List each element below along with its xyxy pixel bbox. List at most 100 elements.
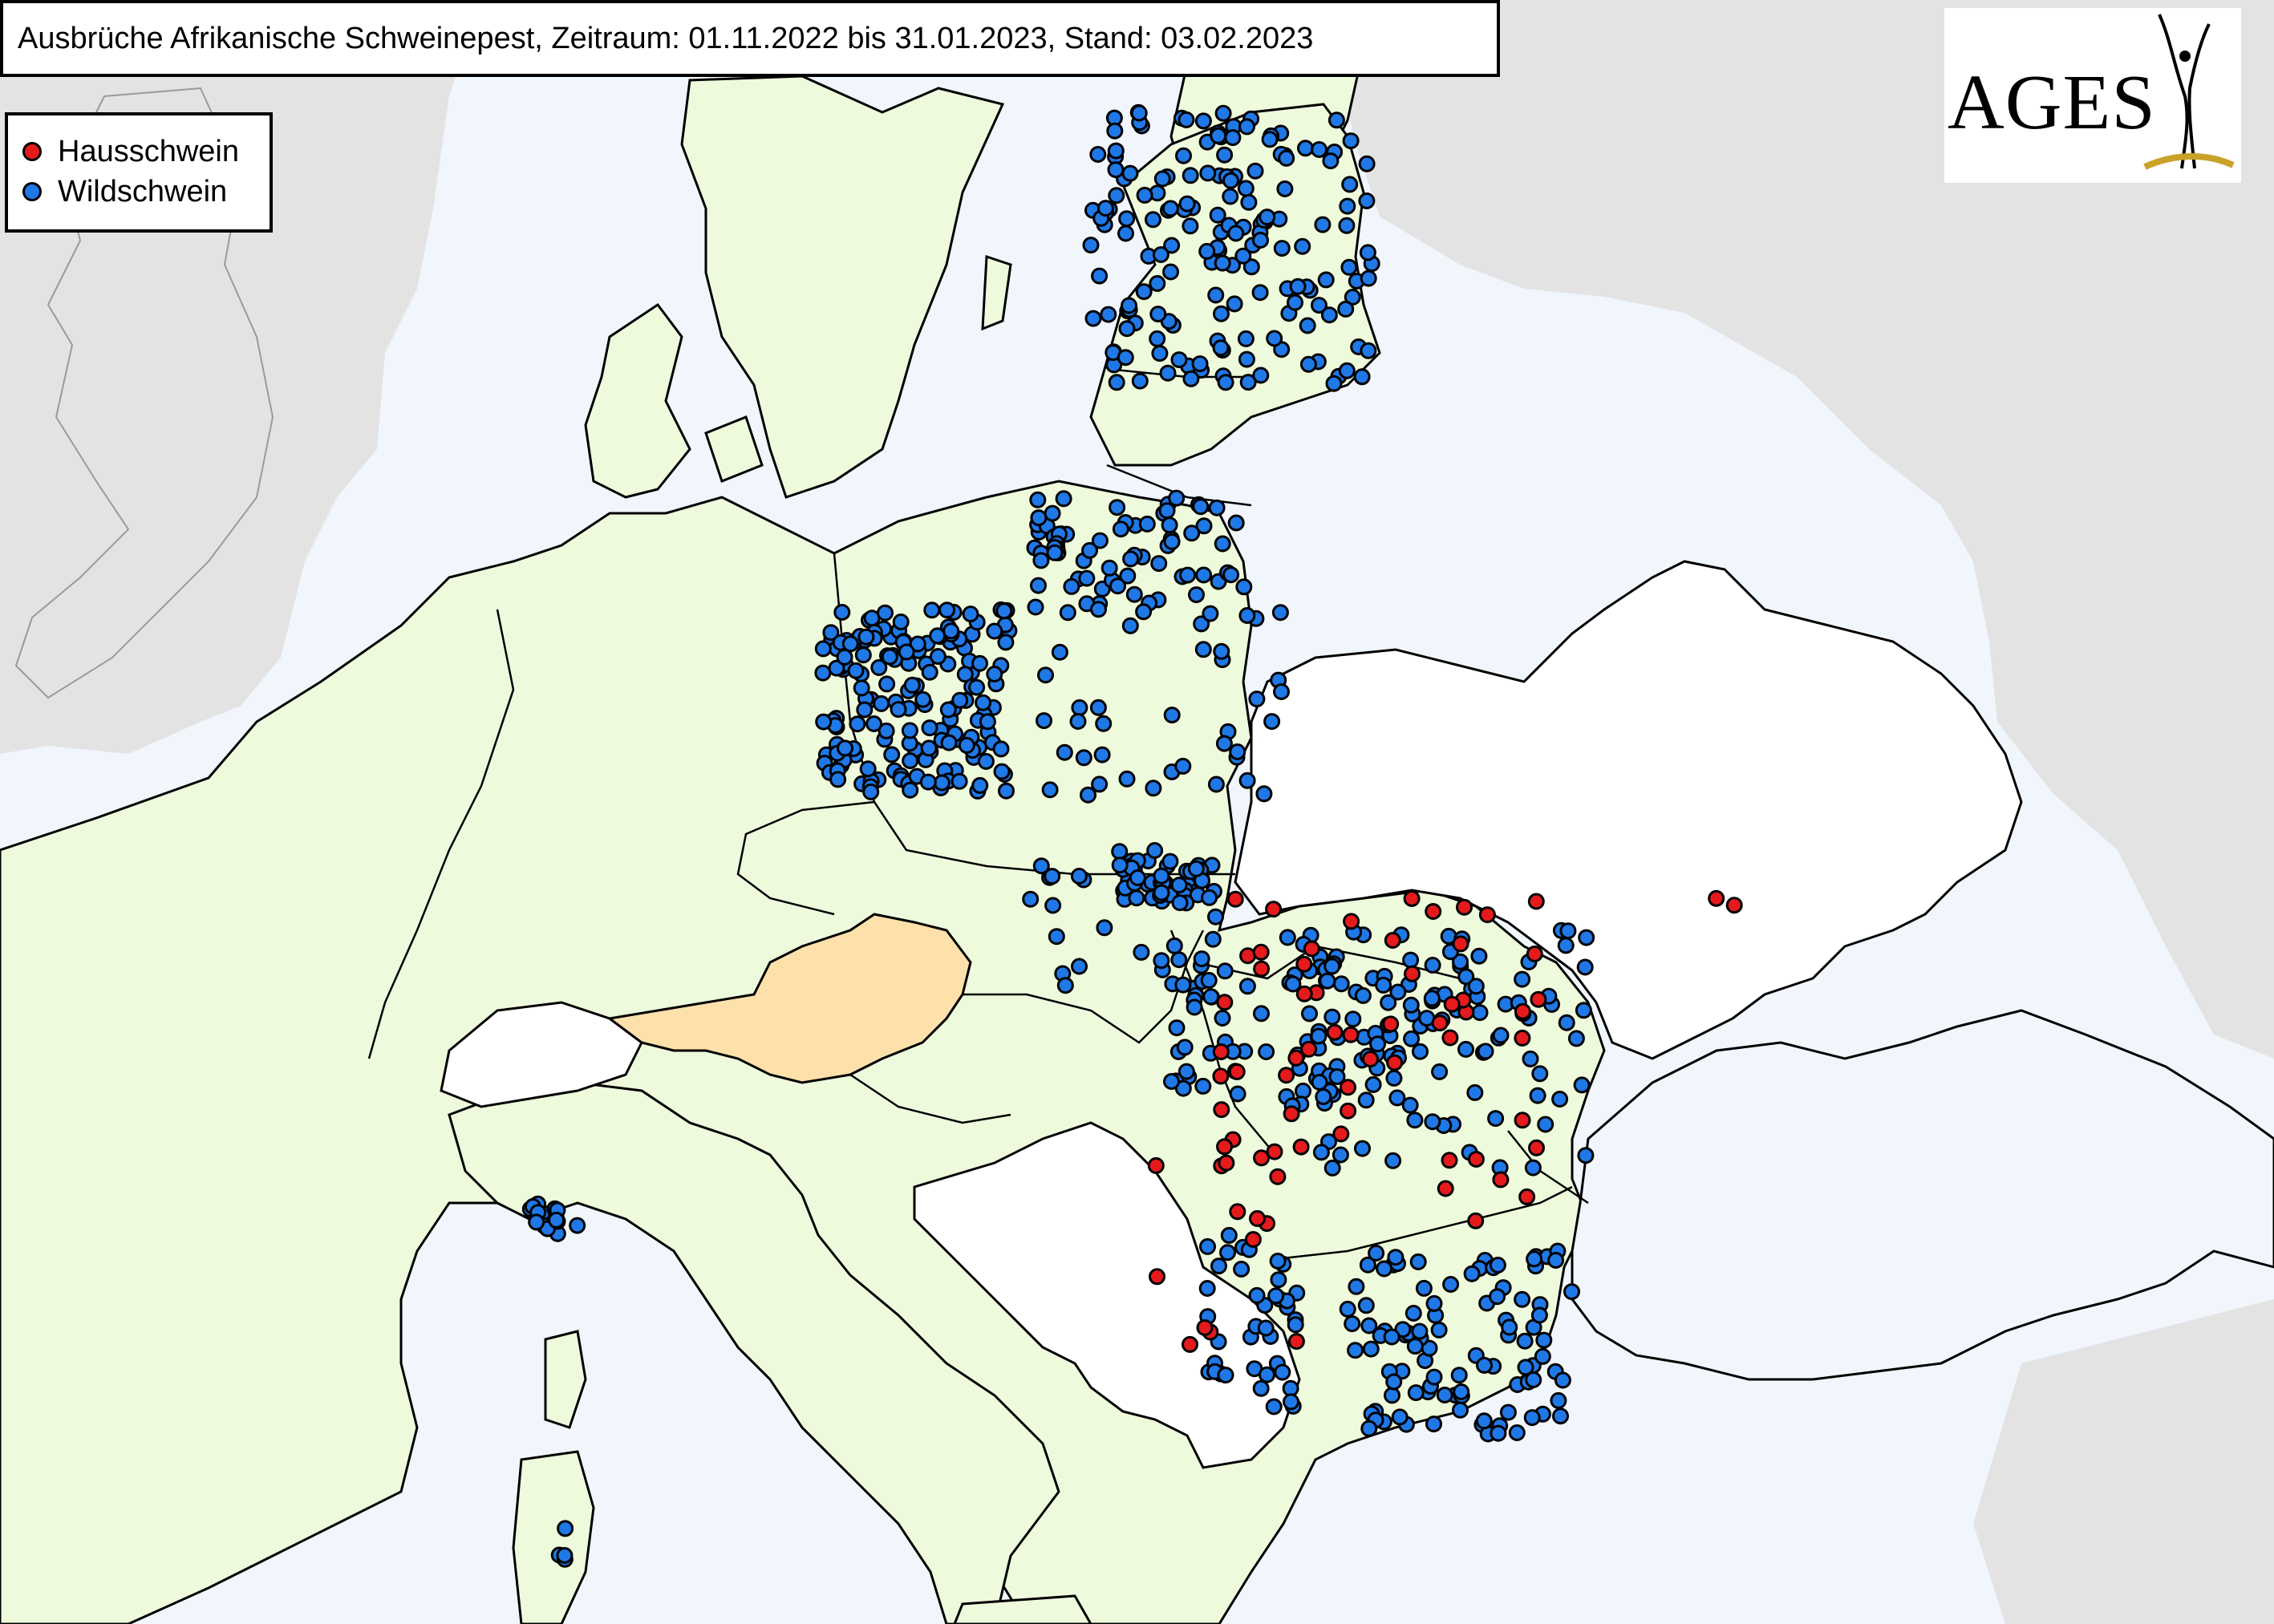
outbreak-point-wildschwein xyxy=(1193,615,1210,633)
outbreak-point-wildschwein xyxy=(1297,140,1314,157)
outbreak-point-wildschwein xyxy=(1273,240,1291,257)
outbreak-point-wildschwein xyxy=(1032,552,1050,569)
outbreak-point-wildschwein xyxy=(1364,1075,1382,1093)
outbreak-point-wildschwein xyxy=(1200,971,1218,989)
outbreak-point-wildschwein xyxy=(1261,131,1279,148)
outbreak-point-wildschwein xyxy=(977,752,995,770)
outbreak-point-wildschwein xyxy=(1048,928,1065,946)
outbreak-point-wildschwein xyxy=(1348,1278,1365,1295)
outbreak-point-wildschwein xyxy=(1163,707,1181,724)
outbreak-point-wildschwein xyxy=(1376,1260,1393,1278)
outbreak-point-wildschwein xyxy=(992,740,1010,758)
outbreak-point-wildschwein xyxy=(1406,1338,1424,1355)
outbreak-point-wildschwein xyxy=(1213,305,1230,322)
outbreak-point-wildschwein xyxy=(958,736,975,754)
outbreak-point-wildschwein xyxy=(938,601,956,619)
outbreak-point-wildschwein xyxy=(1168,1019,1186,1037)
outbreak-point-wildschwein xyxy=(1090,601,1107,618)
outbreak-point-wildschwein xyxy=(1470,947,1488,965)
outbreak-point-hausschwein xyxy=(1295,985,1313,1002)
outbreak-point-wildschwein xyxy=(1178,195,1196,213)
outbreak-point-wildschwein xyxy=(1431,1063,1449,1080)
outbreak-point-wildschwein xyxy=(1135,283,1153,301)
outbreak-point-wildschwein xyxy=(1563,1283,1580,1301)
outbreak-point-wildschwein xyxy=(1311,1074,1328,1091)
outbreak-point-wildschwein xyxy=(1357,1091,1375,1109)
outbreak-point-wildschwein xyxy=(1467,978,1485,995)
outbreak-point-wildschwein xyxy=(1030,577,1047,594)
outbreak-point-wildschwein xyxy=(1122,550,1140,568)
outbreak-point-wildschwein xyxy=(1161,516,1178,534)
outbreak-point-wildschwein xyxy=(914,691,932,708)
outbreak-point-wildschwein xyxy=(1138,515,1156,533)
outbreak-point-wildschwein xyxy=(1457,968,1475,986)
outbreak-point-wildschwein xyxy=(1325,375,1343,392)
outbreak-point-wildschwein xyxy=(1258,1043,1275,1060)
outbreak-point-wildschwein xyxy=(1041,781,1059,799)
outbreak-point-wildschwein xyxy=(1153,884,1170,901)
outbreak-point-wildschwein xyxy=(1551,1091,1569,1108)
outbreak-point-wildschwein xyxy=(1145,780,1162,797)
outbreak-point-hausschwein xyxy=(1265,901,1283,918)
outbreak-point-hausschwein xyxy=(1216,1138,1233,1156)
outbreak-point-wildschwein xyxy=(1117,225,1134,242)
outbreak-point-wildschwein xyxy=(902,752,919,770)
outbreak-point-wildschwein xyxy=(1192,498,1210,516)
outbreak-point-hausschwein xyxy=(1514,1112,1531,1129)
outbreak-point-wildschwein xyxy=(1108,187,1125,205)
outbreak-point-wildschwein xyxy=(849,715,866,733)
outbreak-point-wildschwein xyxy=(1044,504,1061,522)
outbreak-point-hausschwein xyxy=(1269,1168,1287,1185)
outbreak-point-wildschwein xyxy=(1380,994,1397,1011)
outbreak-point-wildschwein xyxy=(1452,1401,1469,1419)
outbreak-point-hausschwein xyxy=(1278,1067,1295,1084)
outbreak-point-wildschwein xyxy=(878,675,896,693)
outbreak-point-wildschwein xyxy=(1234,247,1252,265)
outbreak-point-wildschwein xyxy=(1338,362,1356,379)
outbreak-point-wildschwein xyxy=(1344,1315,1361,1333)
outbreak-point-wildschwein xyxy=(859,760,877,778)
outbreak-point-wildschwein xyxy=(1216,962,1234,980)
outbreak-point-wildschwein xyxy=(829,771,847,788)
outbreak-point-wildschwein xyxy=(1492,1027,1510,1044)
outbreak-point-wildschwein xyxy=(1238,978,1256,995)
outbreak-point-wildschwein xyxy=(557,1520,574,1537)
outbreak-point-wildschwein xyxy=(814,664,832,682)
outbreak-point-wildschwein xyxy=(1269,1253,1287,1270)
outbreak-point-wildschwein xyxy=(1238,607,1256,624)
outbreak-point-wildschwein xyxy=(814,640,832,658)
outbreak-point-wildschwein xyxy=(1537,1116,1555,1133)
outbreak-point-hausschwein xyxy=(1441,1029,1459,1047)
outbreak-point-wildschwein xyxy=(1357,1297,1375,1314)
outbreak-point-wildschwein xyxy=(1252,367,1270,384)
outbreak-point-wildschwein xyxy=(1271,604,1289,622)
outbreak-point-wildschwein xyxy=(1119,567,1137,585)
outbreak-point-wildschwein xyxy=(1075,749,1092,767)
outbreak-point-wildschwein xyxy=(841,635,859,653)
outbreak-point-wildschwein xyxy=(1359,244,1376,261)
outbreak-point-wildschwein xyxy=(1323,1159,1341,1176)
outbreak-point-hausschwein xyxy=(1404,965,1421,982)
outbreak-point-wildschwein xyxy=(901,722,918,739)
outbreak-point-hausschwein xyxy=(1295,955,1313,973)
outbreak-point-wildschwein xyxy=(1248,1286,1266,1304)
outbreak-point-wildschwein xyxy=(1174,757,1192,775)
outbreak-point-wildschwein xyxy=(1251,284,1269,302)
outbreak-point-wildschwein xyxy=(1129,869,1146,886)
outbreak-point-hausschwein xyxy=(1300,1040,1318,1058)
map-title: Ausbrüche Afrikanische Schweinepest, Zei… xyxy=(0,0,1500,77)
black-sea xyxy=(1571,1009,2274,1381)
outbreak-point-wildschwein xyxy=(1170,351,1188,369)
outbreak-point-wildschwein xyxy=(1453,1383,1470,1400)
outbreak-point-wildschwein xyxy=(1107,161,1125,179)
outbreak-point-wildschwein xyxy=(1489,1288,1506,1306)
outbreak-point-wildschwein xyxy=(1362,1340,1380,1358)
outbreak-point-wildschwein xyxy=(919,773,937,791)
outbreak-point-wildschwein xyxy=(956,666,974,683)
outbreak-point-wildschwein xyxy=(1388,1089,1406,1107)
outbreak-point-wildschwein xyxy=(1406,1112,1424,1129)
outbreak-point-wildschwein xyxy=(1161,852,1179,870)
outbreak-point-wildschwein xyxy=(1091,532,1109,549)
outbreak-point-wildschwein xyxy=(1471,1004,1489,1022)
outbreak-point-hausschwein xyxy=(1518,1188,1536,1205)
